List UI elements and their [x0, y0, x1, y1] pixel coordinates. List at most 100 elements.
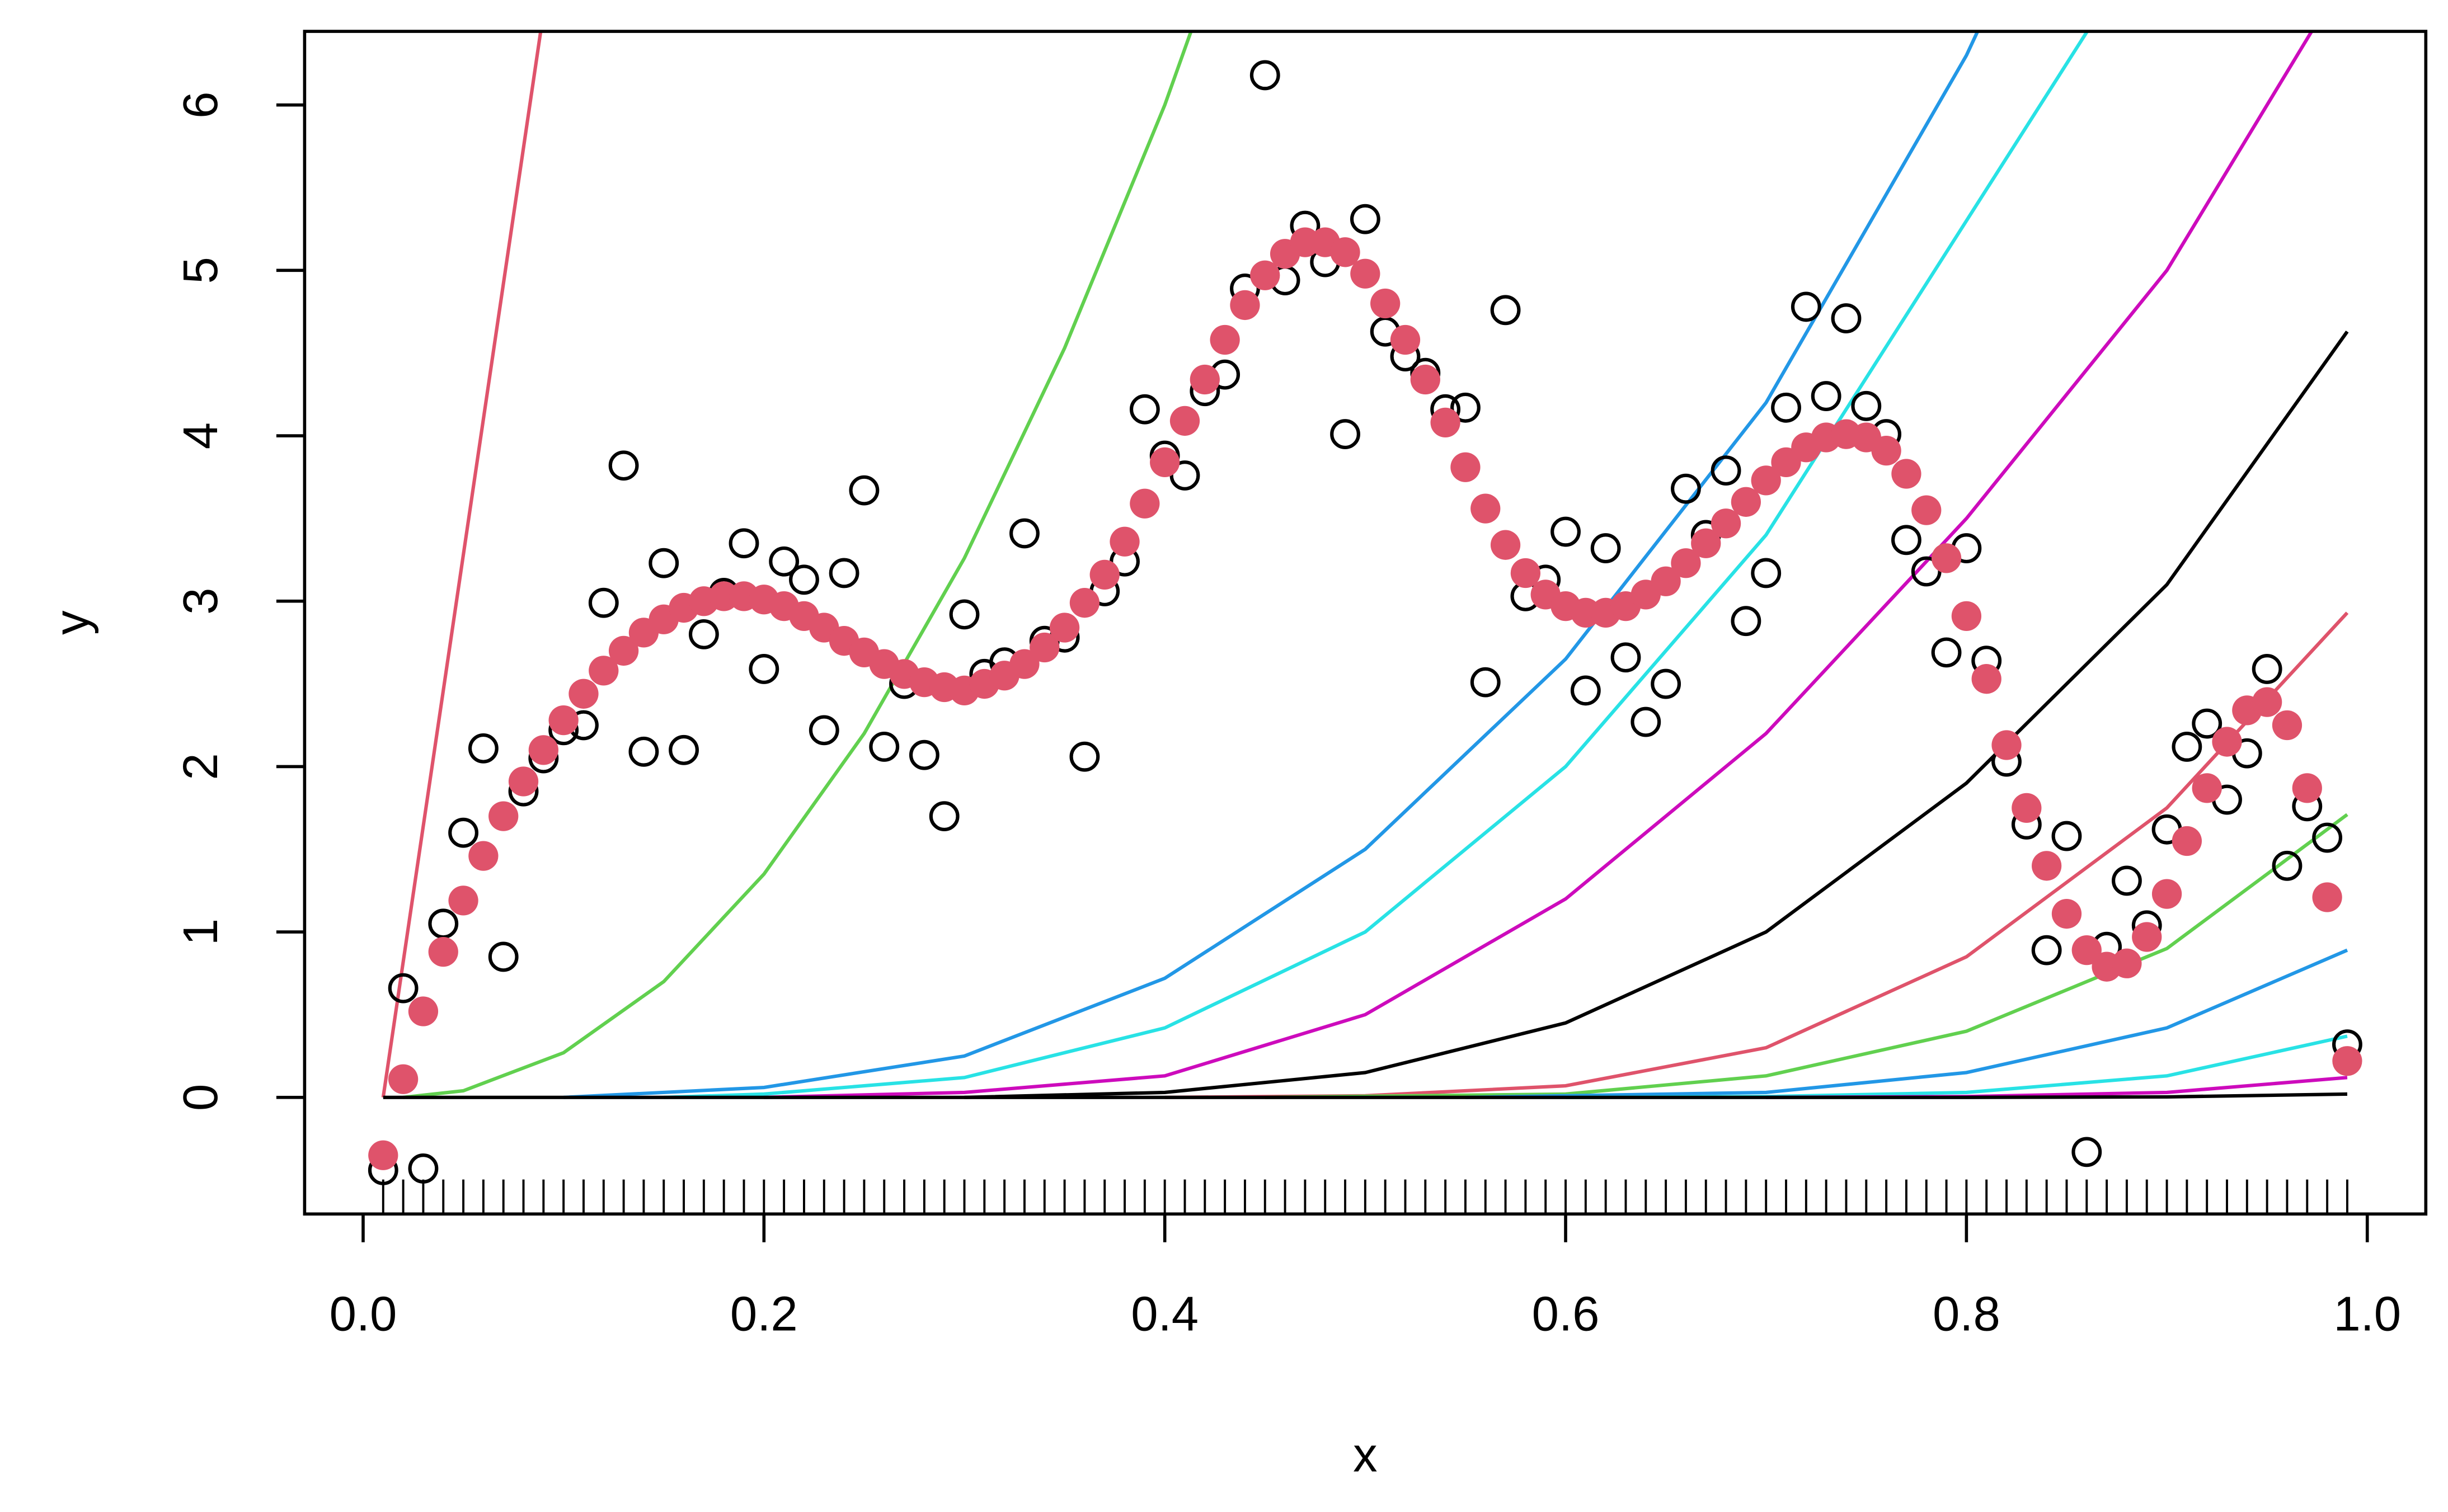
data-point — [1811, 381, 1841, 411]
curve — [1465, 948, 2348, 1099]
fitted-point — [2272, 710, 2303, 741]
fitted-point — [1711, 508, 1741, 539]
x-tick-label: 0.2 — [730, 1287, 798, 1341]
fitted-point — [508, 766, 539, 797]
fitted-point — [408, 996, 439, 1026]
data-point — [628, 736, 659, 767]
data-point — [1711, 455, 1741, 486]
fitted-point — [1110, 526, 1140, 557]
fitted-point — [2332, 1046, 2362, 1076]
fitted-point — [1250, 260, 1280, 290]
fitted-point — [1230, 290, 1260, 321]
x-tick-label: 0.6 — [1532, 1287, 1600, 1341]
fitted-point — [1891, 459, 1921, 489]
data-point — [1009, 518, 1040, 549]
data-point — [1490, 295, 1521, 326]
data-point — [388, 973, 419, 1004]
curve — [383, 1092, 2347, 1099]
data-point — [1129, 394, 1160, 425]
data-point — [729, 528, 759, 559]
fitted-point — [2112, 948, 2142, 978]
fitted-point — [589, 656, 619, 686]
data-point — [1631, 706, 1661, 737]
fitted-point — [468, 841, 499, 871]
data-point — [468, 733, 499, 764]
data-point — [2252, 654, 2282, 684]
fitted-point — [1731, 487, 1761, 517]
fitted-point — [2292, 773, 2322, 803]
data-point — [2312, 822, 2343, 853]
fitted-point — [1971, 664, 2001, 694]
fitted-point — [1210, 324, 1240, 355]
fitted-point — [1150, 447, 1180, 477]
fitted-point — [1510, 558, 1541, 588]
fitted-point — [428, 936, 458, 967]
data-point — [909, 739, 939, 770]
marks: 0.0 0.2 0.4 0.6 0.8 1.0 0 1 2 3 4 5 6 — [173, 60, 2401, 1341]
curve — [381, 31, 543, 1098]
fitted-point — [1871, 436, 1901, 466]
data-point — [869, 732, 900, 762]
fitted-point — [1911, 495, 1942, 525]
y-axis-label: y — [45, 610, 99, 635]
curve — [1164, 611, 2349, 1099]
data-point — [2112, 865, 2142, 896]
data-point — [1831, 303, 1862, 334]
fitted-point — [1991, 730, 2022, 760]
y-tick-label: 5 — [173, 257, 228, 284]
data-point — [849, 475, 880, 506]
fitted-point — [1030, 632, 1060, 663]
data-point — [1590, 533, 1621, 564]
data-point — [809, 715, 839, 746]
data-point — [949, 599, 980, 630]
data-point — [789, 564, 819, 595]
fitted-point — [1009, 649, 1040, 679]
fitted-point — [1430, 407, 1460, 438]
data-point — [2192, 708, 2223, 739]
y-tick-label: 4 — [173, 422, 228, 449]
y-tick-label: 6 — [173, 91, 228, 118]
fitted-point — [1691, 528, 1721, 558]
fitted-point — [1049, 613, 1080, 643]
data-point — [1891, 525, 1921, 555]
fitted-point — [1089, 559, 1120, 590]
data-point — [428, 908, 459, 939]
fitted-point — [568, 679, 599, 709]
data-point — [2272, 850, 2303, 881]
fitted-point — [2212, 727, 2242, 757]
fitted-point — [1490, 530, 1521, 560]
data-point — [448, 817, 478, 848]
data-point — [649, 548, 679, 578]
fitted-point — [2192, 773, 2222, 803]
data-point — [1771, 392, 1801, 423]
fitted-point — [1450, 452, 1481, 482]
x-tick-label: 0.8 — [1933, 1287, 2000, 1341]
fitted-point — [1651, 566, 1681, 596]
data-point — [488, 941, 519, 972]
fitted-point — [1330, 237, 1360, 267]
fitted-point — [1130, 488, 1160, 519]
data-point — [1791, 291, 1821, 322]
data-point — [769, 546, 800, 577]
curve — [664, 31, 2089, 1099]
fitted-point — [448, 885, 478, 916]
data-point — [688, 619, 719, 649]
fitted-point — [1410, 364, 1440, 395]
fitted-point — [1671, 548, 1701, 578]
fitted-point — [548, 705, 579, 736]
fitted-point — [2172, 826, 2202, 856]
data-point — [2031, 935, 2062, 965]
data-point — [1350, 204, 1380, 234]
data-point — [1069, 741, 1100, 772]
fitted-point — [1069, 588, 1100, 618]
data-point — [669, 734, 699, 765]
fitted-point — [2252, 687, 2282, 717]
fitted-point — [1390, 324, 1421, 355]
fitted-point — [2051, 898, 2082, 929]
data-point — [1470, 667, 1501, 698]
data-point — [1570, 675, 1601, 706]
data-point — [1450, 392, 1481, 423]
data-point — [1651, 668, 1681, 699]
fitted-point — [2132, 922, 2162, 952]
